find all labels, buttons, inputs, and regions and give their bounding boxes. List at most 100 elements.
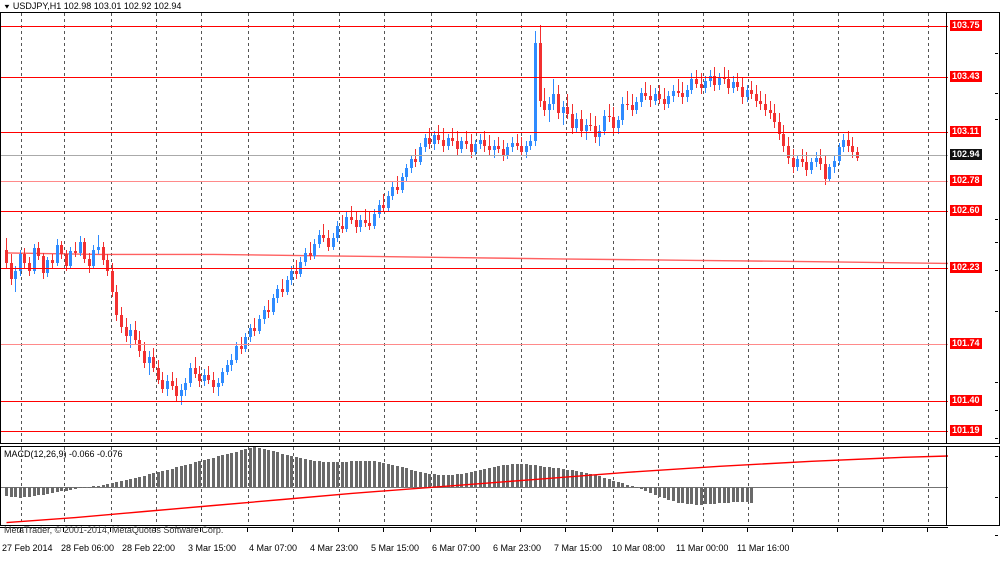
candle-body xyxy=(810,162,813,170)
macd-histogram-bar xyxy=(515,464,519,488)
candle-body xyxy=(405,168,409,178)
macd-histogram-bar xyxy=(432,474,436,488)
tick-dash xyxy=(995,242,998,243)
candle-body xyxy=(386,195,390,208)
price-level-badge[interactable]: 102.78 xyxy=(950,175,982,186)
candle-body xyxy=(377,204,381,214)
candle-body xyxy=(681,92,685,98)
macd-histogram-bar xyxy=(593,475,597,488)
macd-histogram-bar xyxy=(483,468,487,488)
macd-histogram-bar xyxy=(630,486,634,488)
macd-histogram-bar xyxy=(179,466,183,488)
candle-body xyxy=(644,92,648,96)
candle-body xyxy=(189,367,192,383)
macd-histogram-bar xyxy=(216,456,220,488)
macd-plot-area[interactable] xyxy=(1,447,948,525)
vertical-gridline xyxy=(703,447,704,525)
price-level-badge[interactable]: 101.40 xyxy=(950,395,982,406)
candle-wick xyxy=(295,260,297,279)
candle-body xyxy=(124,326,128,336)
macd-histogram-bar xyxy=(708,487,712,505)
tick-dash xyxy=(995,497,998,498)
price-plot-area[interactable] xyxy=(1,13,948,443)
time-axis-label: 4 Mar 23:00 xyxy=(310,543,359,553)
price-level-badge[interactable]: 103.43 xyxy=(950,71,982,82)
price-level-badge[interactable]: 103.75 xyxy=(950,20,982,31)
candle-body xyxy=(575,118,579,128)
macd-histogram-bar xyxy=(51,487,54,494)
candle-body xyxy=(32,248,36,271)
tick-dash xyxy=(995,270,998,271)
vertical-gridline xyxy=(156,13,157,443)
candle-wick xyxy=(364,209,366,228)
candle-wick xyxy=(801,148,803,167)
time-axis-tick xyxy=(927,527,928,532)
macd-histogram-bar xyxy=(28,487,31,497)
macd-indicator-panel[interactable]: 0.2010.00-0.187 xyxy=(0,446,1000,536)
macd-histogram-bar xyxy=(299,458,303,488)
price-level-badge[interactable]: 102.60 xyxy=(950,205,982,216)
candle-wick xyxy=(498,136,500,154)
chevron-down-icon[interactable]: ▼ xyxy=(3,2,11,11)
vertical-gridline xyxy=(521,13,522,443)
candle-body xyxy=(547,103,551,110)
candle-body xyxy=(722,77,726,80)
macd-histogram-bar xyxy=(547,467,551,488)
macd-axis[interactable]: 0.2010.00-0.187 xyxy=(947,447,999,536)
macd-histogram-bar xyxy=(373,461,376,488)
candle-body xyxy=(368,222,372,226)
moving-average-line xyxy=(6,252,948,265)
vertical-gridline xyxy=(156,447,157,525)
candle-body xyxy=(639,92,643,102)
candle-body xyxy=(584,124,588,131)
candle-body xyxy=(474,144,478,152)
price-level-badge[interactable]: 102.23 xyxy=(950,262,982,273)
candle-body xyxy=(718,77,721,86)
tick-dash xyxy=(995,456,998,457)
macd-signal-line xyxy=(6,455,948,524)
candle-wick xyxy=(130,323,132,348)
macd-histogram-bar xyxy=(189,463,192,488)
macd-histogram-bar xyxy=(115,482,119,488)
time-axis[interactable]: 27 Feb 2014 28 Feb 06:00 28 Feb 22:00 3 Mar… xyxy=(0,527,1000,563)
candle-body xyxy=(409,159,413,169)
macd-histogram-bar xyxy=(258,447,261,488)
price-axis[interactable]: 103.55103.35103.15102.55102.35102.15101.… xyxy=(947,13,999,443)
macd-histogram-bar xyxy=(152,473,156,488)
macd-histogram-bar xyxy=(653,487,657,495)
macd-histogram-bar xyxy=(120,481,123,488)
candle-body xyxy=(842,139,846,148)
vertical-gridline xyxy=(64,447,65,525)
price-axis-divider xyxy=(946,13,947,443)
macd-histogram-bar xyxy=(722,487,726,504)
macd-histogram-bar xyxy=(396,465,399,488)
price-level-badge[interactable]: 101.19 xyxy=(950,425,982,436)
candle-body xyxy=(497,145,501,149)
macd-histogram-bar xyxy=(639,487,643,490)
candle-wick xyxy=(323,224,325,243)
macd-histogram-bar xyxy=(290,456,294,488)
candle-body xyxy=(543,100,547,110)
price-chart-panel[interactable]: 103.55103.35103.15102.55102.35102.15101.… xyxy=(0,12,1000,444)
price-level-badge[interactable]: 103.11 xyxy=(950,126,982,137)
candle-body xyxy=(630,105,634,110)
macd-histogram-bar xyxy=(166,469,169,488)
macd-histogram-bar xyxy=(405,468,409,488)
candle-body xyxy=(18,254,22,271)
macd-histogram-bar xyxy=(253,447,257,488)
price-level-badge[interactable]: 101.74 xyxy=(950,338,982,349)
candle-body xyxy=(382,204,386,208)
candle-body xyxy=(129,329,133,336)
macd-histogram-bar xyxy=(248,448,252,488)
macd-legend-label: MACD(12,26,9) -0.066 -0.076 xyxy=(4,449,123,459)
candle-wick xyxy=(282,278,283,297)
candle-body xyxy=(589,124,593,127)
macd-histogram-bar xyxy=(589,473,593,488)
macd-histogram-bar xyxy=(465,472,468,488)
candle-body xyxy=(529,141,533,146)
vertical-gridline xyxy=(431,13,432,443)
current-price-badge[interactable]: 102.94 xyxy=(950,149,982,160)
candle-body xyxy=(74,251,77,253)
vertical-gridline xyxy=(883,13,884,443)
macd-histogram-bar xyxy=(244,449,248,488)
